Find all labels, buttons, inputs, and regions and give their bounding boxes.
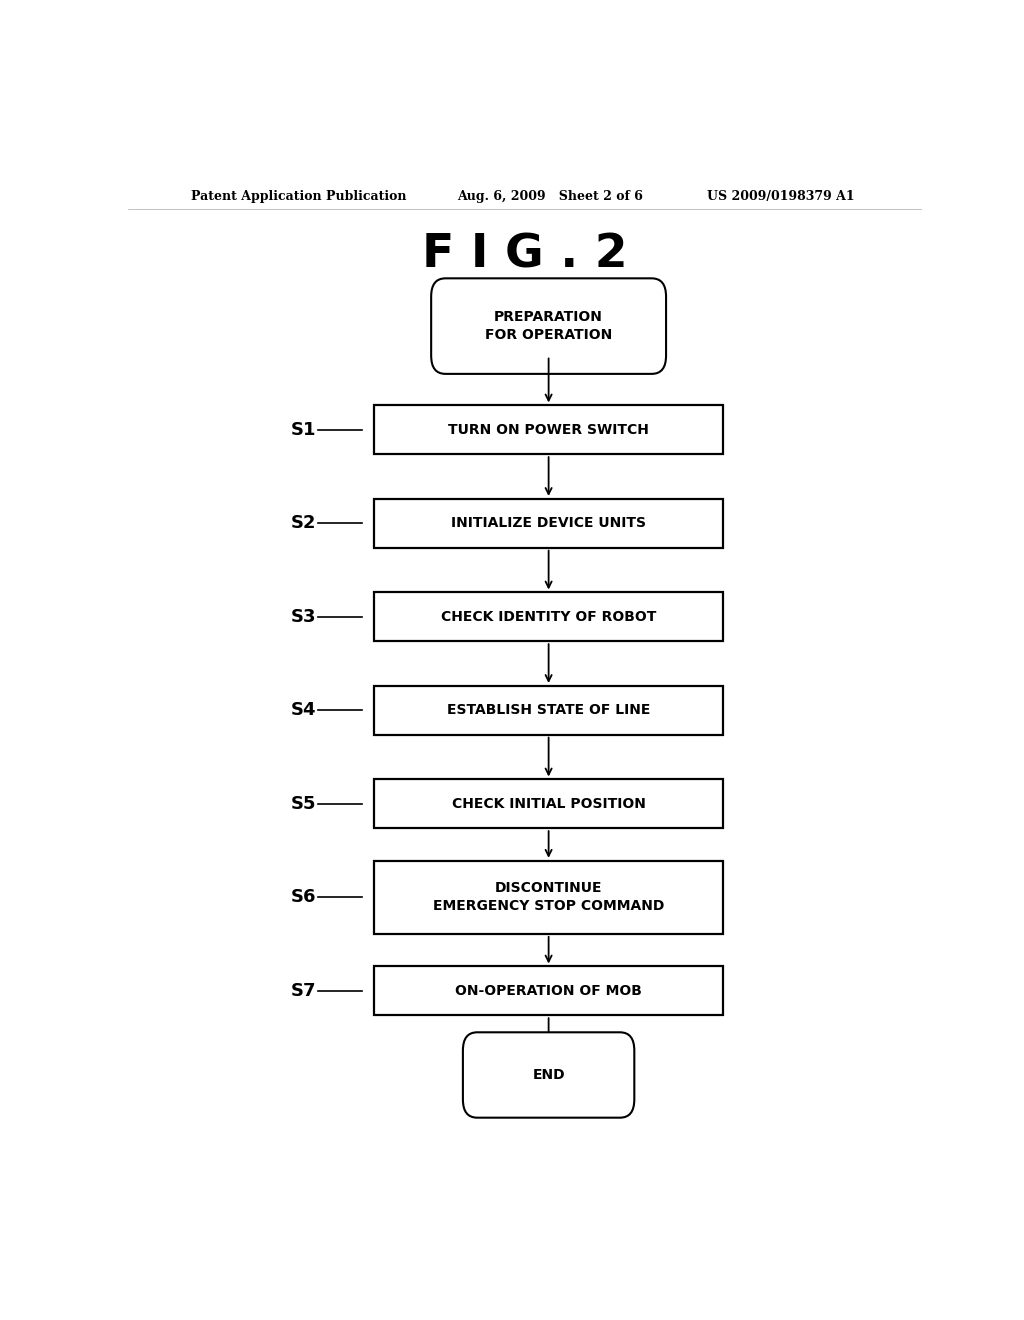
Text: US 2009/0198379 A1: US 2009/0198379 A1 (708, 190, 855, 202)
Text: TURN ON POWER SWITCH: TURN ON POWER SWITCH (449, 422, 649, 437)
Text: Aug. 6, 2009   Sheet 2 of 6: Aug. 6, 2009 Sheet 2 of 6 (458, 190, 643, 202)
FancyBboxPatch shape (431, 279, 666, 374)
Text: ON-OPERATION OF MOB: ON-OPERATION OF MOB (456, 983, 642, 998)
Text: S2: S2 (291, 515, 316, 532)
FancyBboxPatch shape (463, 1032, 634, 1118)
FancyBboxPatch shape (374, 593, 723, 642)
Text: S3: S3 (291, 607, 316, 626)
FancyBboxPatch shape (374, 861, 723, 935)
Text: CHECK INITIAL POSITION: CHECK INITIAL POSITION (452, 797, 645, 810)
Text: S7: S7 (291, 982, 316, 999)
Text: CHECK IDENTITY OF ROBOT: CHECK IDENTITY OF ROBOT (441, 610, 656, 624)
Text: F I G . 2: F I G . 2 (422, 232, 628, 277)
Text: Patent Application Publication: Patent Application Publication (191, 190, 407, 202)
FancyBboxPatch shape (374, 686, 723, 735)
FancyBboxPatch shape (374, 499, 723, 548)
FancyBboxPatch shape (374, 405, 723, 454)
Text: ESTABLISH STATE OF LINE: ESTABLISH STATE OF LINE (446, 704, 650, 717)
FancyBboxPatch shape (374, 779, 723, 828)
Text: PREPARATION
FOR OPERATION: PREPARATION FOR OPERATION (485, 310, 612, 342)
Text: END: END (532, 1068, 565, 1082)
Text: DISCONTINUE
EMERGENCY STOP COMMAND: DISCONTINUE EMERGENCY STOP COMMAND (433, 882, 665, 913)
Text: S6: S6 (291, 888, 316, 907)
FancyBboxPatch shape (374, 966, 723, 1015)
Text: S1: S1 (291, 421, 316, 438)
Text: INITIALIZE DEVICE UNITS: INITIALIZE DEVICE UNITS (452, 516, 646, 531)
Text: S5: S5 (291, 795, 316, 813)
Text: S4: S4 (291, 701, 316, 719)
